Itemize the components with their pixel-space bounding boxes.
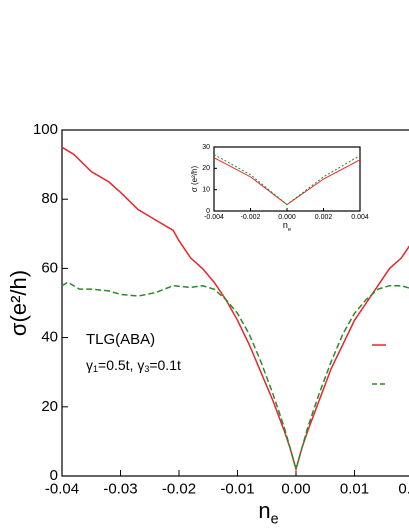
x-tick-label: -0.03 (103, 480, 137, 497)
x-tick-label: 0.01 (340, 480, 369, 497)
x-tick-label: -0.004 (204, 214, 224, 221)
annotation-sub: 3 (144, 364, 149, 374)
y-tick-label: 80 (41, 190, 58, 207)
y-axis-label: σ(e²/h) (6, 270, 31, 336)
x-axis-label-text: n (283, 220, 288, 230)
annotation: TLG(ABA) (86, 331, 155, 348)
y-tick-label: 0 (50, 467, 58, 484)
annotation-text: γ (86, 357, 93, 373)
x-tick-label: -0.002 (241, 214, 261, 221)
plot-frame (61, 129, 409, 477)
series-line (213, 154, 361, 206)
y-tick-label: 20 (41, 398, 58, 415)
y-axis-label: σ (e²/h) (190, 166, 199, 193)
series-line (61, 281, 409, 472)
y-tick-label: 10 (202, 187, 210, 194)
x-tick-label: -0.01 (220, 480, 254, 497)
y-tick-label: 0 (206, 208, 210, 215)
y-tick-label: 30 (202, 144, 210, 151)
x-tick-label: 0.02 (398, 480, 409, 497)
x-tick-label: 0.00 (281, 480, 310, 497)
annotation-text: =0.5t, γ (98, 357, 144, 373)
plot-frame (213, 146, 361, 212)
x-axis-label: ne (258, 498, 278, 528)
series-line (213, 157, 361, 206)
x-axis-label-text: n (258, 498, 270, 523)
x-tick-label: 0.002 (315, 214, 333, 221)
y-tick-label: 60 (41, 259, 58, 276)
x-axis-label-sub: e (271, 511, 279, 527)
y-tick-label: 40 (41, 329, 58, 346)
annotation-text: =0.1t (149, 357, 181, 373)
x-tick-label: 0.000 (278, 214, 296, 221)
x-axis-label: ne (283, 220, 291, 232)
x-axis-label-sub: e (288, 227, 291, 233)
annotation: γ1=0.5t, γ3=0.1t (86, 357, 181, 375)
y-tick-label: 100 (33, 121, 58, 138)
annotation-sub: 1 (93, 364, 98, 374)
y-tick-label: 20 (202, 165, 210, 172)
x-tick-label: -0.04 (45, 480, 79, 497)
x-tick-label: 0.004 (351, 214, 369, 221)
series-line (61, 146, 409, 472)
x-tick-label: -0.02 (162, 480, 196, 497)
